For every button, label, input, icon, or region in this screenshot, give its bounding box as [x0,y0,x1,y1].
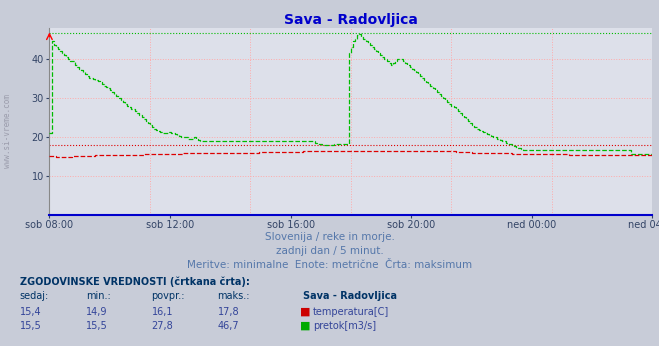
Title: Sava - Radovljica: Sava - Radovljica [284,12,418,27]
Text: maks.:: maks.: [217,291,250,301]
Text: 15,5: 15,5 [20,321,42,331]
Text: 15,5: 15,5 [86,321,107,331]
Text: temperatura[C]: temperatura[C] [313,307,389,317]
Text: ■: ■ [300,321,310,331]
Text: pretok[m3/s]: pretok[m3/s] [313,321,376,331]
Text: 15,4: 15,4 [20,307,42,317]
Text: 27,8: 27,8 [152,321,173,331]
Text: 16,1: 16,1 [152,307,173,317]
Text: ■: ■ [300,307,310,317]
Text: sedaj:: sedaj: [20,291,49,301]
Text: 46,7: 46,7 [217,321,239,331]
Text: min.:: min.: [86,291,111,301]
Text: www.si-vreme.com: www.si-vreme.com [3,94,13,169]
Text: povpr.:: povpr.: [152,291,185,301]
Text: ZGODOVINSKE VREDNOSTI (črtkana črta):: ZGODOVINSKE VREDNOSTI (črtkana črta): [20,277,250,288]
Text: 14,9: 14,9 [86,307,107,317]
Text: Meritve: minimalne  Enote: metrične  Črta: maksimum: Meritve: minimalne Enote: metrične Črta:… [187,260,472,270]
Text: Slovenija / reke in morje.: Slovenija / reke in morje. [264,233,395,243]
Text: zadnji dan / 5 minut.: zadnji dan / 5 minut. [275,246,384,256]
Text: Sava - Radovljica: Sava - Radovljica [303,291,397,301]
Text: 17,8: 17,8 [217,307,239,317]
